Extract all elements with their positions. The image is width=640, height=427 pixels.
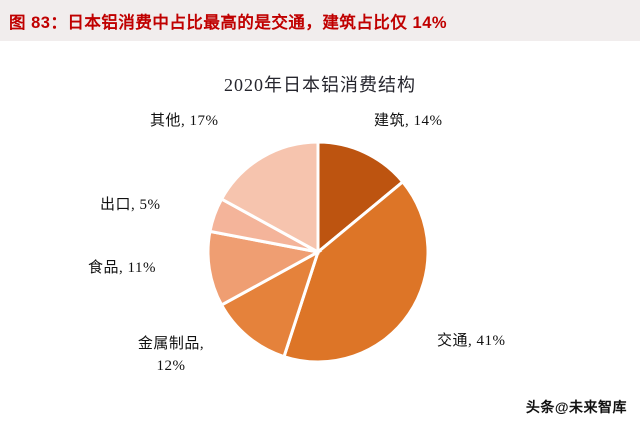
figure-header: 图 83：日本铝消费中占比最高的是交通，建筑占比仅 14% [0,0,640,41]
pie-label-metal-products: 金属制品, 12% [137,336,205,374]
pie-label-food: 食品, 11% [88,260,156,276]
pie-slice-transport [282,179,430,364]
pie-slice-construction [316,140,405,256]
pie-label-construction: 建筑, 14% [374,113,443,129]
pie-slice-metal-products [219,248,321,359]
pie-chart [206,140,430,364]
figure-caption: 图 83：日本铝消费中占比最高的是交通，建筑占比仅 14% [9,13,448,32]
chart-title: 2020年日本铝消费结构 [224,75,416,95]
pie-chart-area: 2020年日本铝消费结构 建筑, 14% 交通, 41% 金属制品, 12% 食… [0,41,640,427]
pie-label-other: 其他, 17% [150,113,219,129]
pie-label-export: 出口, 5% [100,197,161,213]
pie-label-transport: 交通, 41% [437,333,506,349]
pie-slice-other [219,140,320,255]
watermark: 头条@未来智库 [525,399,627,415]
